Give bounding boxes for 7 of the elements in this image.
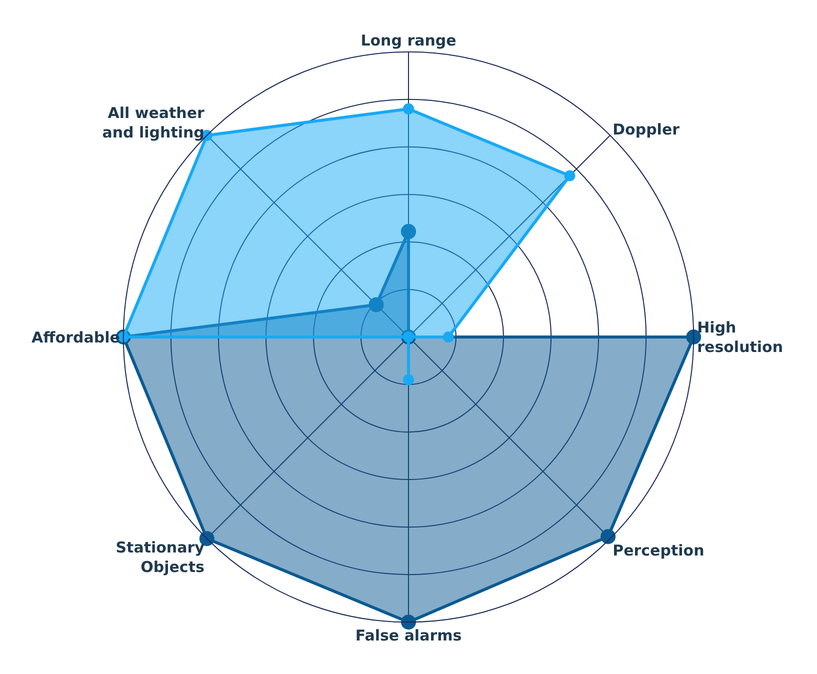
spoke-label: Perception: [612, 541, 704, 560]
spoke-label: False alarms: [355, 626, 462, 645]
spoke-label: Doppler: [612, 120, 680, 139]
spoke-label: Stationary Objects: [116, 538, 205, 576]
spoke-label: High resolution: [697, 318, 784, 356]
spoke-label: Long range: [360, 31, 456, 50]
spoke-label: All weather and lighting: [102, 104, 206, 142]
